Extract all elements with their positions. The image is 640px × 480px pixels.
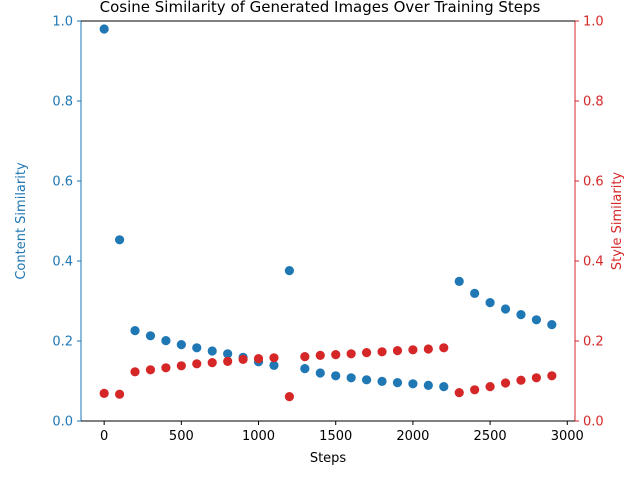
style-point — [439, 343, 449, 353]
style-point — [547, 371, 557, 381]
style-point — [361, 348, 372, 358]
style-point — [238, 354, 248, 364]
content-point — [145, 331, 156, 341]
y-tick-label-left: 1.0 — [52, 15, 73, 30]
style-point — [531, 373, 542, 383]
x-tick-label: 0 — [100, 429, 108, 444]
y-tick-label-right: 0.6 — [583, 175, 604, 190]
x-tick-label: 500 — [169, 429, 194, 444]
content-point — [516, 310, 526, 320]
style-point — [145, 365, 156, 375]
content-point — [361, 375, 372, 385]
y-tick-label-right: 0.8 — [583, 95, 604, 110]
style-point — [223, 356, 233, 366]
content-point — [176, 340, 186, 350]
content-point — [223, 349, 233, 359]
y-tick-label-left: 0.4 — [52, 255, 73, 270]
y-tick-label-right: 0.4 — [583, 255, 604, 270]
x-tick-label: 1000 — [242, 429, 275, 444]
y-tick-label-left: 0.8 — [52, 95, 73, 110]
style-point — [284, 392, 295, 402]
style-point — [500, 378, 511, 388]
content-point — [454, 276, 464, 286]
y-axis-label-left: Content Similarity — [14, 162, 29, 280]
y-tick-label-right: 0.2 — [583, 335, 604, 350]
style-point — [130, 367, 140, 377]
style-point — [470, 385, 480, 395]
content-point — [500, 304, 511, 314]
x-tick-label: 2500 — [474, 429, 507, 444]
style-point — [454, 388, 464, 398]
content-point — [130, 326, 140, 336]
chart-title: Cosine Similarity of Generated Images Ov… — [100, 0, 541, 16]
style-point — [300, 352, 310, 362]
content-point — [439, 382, 449, 392]
content-point — [408, 379, 418, 389]
content-point — [547, 320, 557, 330]
style-point — [269, 353, 279, 363]
content-point — [300, 364, 310, 374]
content-point — [192, 343, 202, 353]
style-point — [207, 358, 217, 368]
x-tick-label: 1500 — [319, 429, 352, 444]
style-point — [315, 350, 325, 360]
y-tick-label-left: 0.2 — [52, 335, 73, 350]
content-point — [161, 336, 171, 346]
content-point — [269, 360, 279, 370]
content-point — [346, 373, 356, 383]
content-point — [207, 346, 217, 356]
y-tick-label-left: 0.6 — [52, 175, 73, 190]
style-point — [377, 347, 387, 357]
content-point — [315, 368, 325, 378]
style-point — [516, 375, 526, 385]
style-point — [392, 346, 403, 356]
x-axis-label: Steps — [310, 451, 347, 466]
content-point — [331, 371, 341, 381]
content-point — [99, 24, 109, 34]
y-tick-label-right: 1.0 — [583, 15, 604, 30]
content-point — [392, 378, 403, 388]
y-tick-label-right: 0.0 — [583, 415, 604, 430]
style-point — [161, 363, 171, 373]
content-point — [284, 266, 295, 276]
content-point — [485, 298, 495, 308]
style-point — [346, 349, 356, 359]
style-point — [99, 388, 109, 398]
content-point — [114, 235, 125, 245]
y-axis-label-right: Style Similarity — [610, 172, 625, 271]
style-point — [176, 361, 186, 371]
style-point — [423, 344, 433, 354]
style-point — [192, 359, 202, 369]
y-tick-label-left: 0.0 — [52, 415, 73, 430]
style-point — [331, 350, 341, 360]
content-point — [531, 315, 542, 325]
style-point — [114, 389, 125, 399]
style-point — [408, 345, 418, 355]
content-point — [470, 288, 480, 298]
style-point — [485, 382, 495, 392]
x-tick-label: 3000 — [551, 429, 584, 444]
content-point — [377, 376, 387, 386]
x-tick-label: 2000 — [396, 429, 429, 444]
content-point — [423, 380, 433, 390]
style-point — [253, 354, 264, 364]
